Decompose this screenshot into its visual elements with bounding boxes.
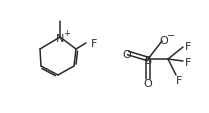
Text: F: F <box>185 58 191 67</box>
Text: O: O <box>160 36 168 46</box>
Text: F: F <box>91 39 97 49</box>
Text: F: F <box>185 42 191 52</box>
Text: O: O <box>123 50 131 59</box>
Text: O: O <box>144 78 152 88</box>
Text: −: − <box>167 31 175 41</box>
Text: N: N <box>56 34 64 44</box>
Text: F: F <box>176 75 182 85</box>
Text: S: S <box>144 55 152 65</box>
Text: +: + <box>64 28 70 37</box>
